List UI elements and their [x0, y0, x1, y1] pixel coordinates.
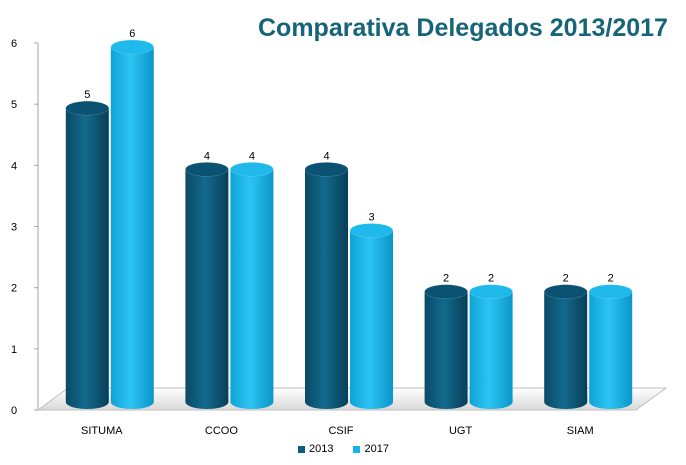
y-tick-label: 6: [11, 38, 17, 50]
bar-top: [230, 162, 274, 177]
bar-2017-siam: [588, 284, 633, 409]
bar-body: [230, 169, 274, 409]
legend-label-2017: 2017: [364, 443, 389, 455]
legend-swatch-2013: [298, 445, 305, 453]
labels-layer: 5 6 SITUMA 4 4 CCOO 4 3 CSIF 2 2 UGT 2 2 SIAM: [81, 28, 614, 437]
data-label-2013-ccoo: 4: [204, 150, 210, 162]
bar-top: [185, 162, 229, 177]
bar-2013-ccoo: [185, 162, 229, 409]
y-tick-label: 5: [11, 99, 17, 111]
category-label-csif: CSIF: [328, 425, 353, 437]
bar-body: [65, 108, 109, 410]
bars-layer: [65, 39, 633, 410]
bar-2013-ugt: [424, 284, 468, 409]
data-label-2017-ccoo: 4: [249, 150, 255, 162]
bar-top: [110, 39, 155, 55]
data-label-2017-csif: 3: [368, 212, 374, 224]
bar-top: [588, 284, 633, 299]
bar-top: [349, 223, 394, 238]
bar-2017-situma: [110, 39, 155, 409]
category-label-situma: SITUMA: [81, 425, 123, 437]
bar-top: [424, 284, 468, 299]
legend-label-2013: 2013: [309, 443, 334, 455]
bar-2013-siam: [543, 284, 588, 409]
bar-2013-csif: [304, 162, 349, 409]
bar-body: [305, 169, 348, 409]
legend-swatch-2017: [353, 445, 361, 453]
category-label-ugt: UGT: [449, 425, 473, 437]
legend: 2013 2017: [298, 443, 389, 455]
legend-item-2017: 2017: [353, 443, 389, 455]
y-tick-label: 4: [11, 160, 17, 172]
bar-body: [350, 230, 393, 409]
data-label-2017-situma: 6: [129, 28, 135, 40]
bar-top: [543, 284, 588, 299]
y-tick-label: 3: [11, 222, 17, 234]
bar-top: [304, 162, 349, 177]
bar-2017-csif: [349, 223, 394, 409]
bar-top: [65, 100, 110, 116]
bar-body: [544, 291, 588, 409]
data-label-2017-ugt: 2: [488, 273, 494, 285]
bar-body: [424, 291, 468, 409]
bar-body: [185, 169, 229, 409]
data-label-2017-siam: 2: [608, 273, 614, 285]
data-label-2013-situma: 5: [84, 89, 90, 101]
bar-body: [589, 291, 633, 409]
category-label-ccoo: CCOO: [205, 425, 238, 437]
y-tick-label: 1: [11, 344, 17, 356]
bar-2017-ugt: [469, 284, 513, 409]
bar-2013-situma: [65, 100, 110, 410]
bar-2017-ccoo: [230, 162, 274, 409]
bar-body: [110, 47, 154, 409]
chart-title: Comparativa Delegados 2013/2017: [258, 14, 668, 42]
legend-item-2013: 2013: [298, 443, 333, 455]
bar-top: [469, 284, 513, 299]
y-tick-label: 2: [11, 283, 17, 295]
category-label-siam: SIAM: [567, 425, 594, 437]
data-label-2013-ugt: 2: [443, 273, 449, 285]
bar-body: [469, 291, 513, 409]
data-label-2013-siam: 2: [563, 273, 569, 285]
data-label-2013-csif: 4: [323, 150, 329, 162]
y-tick-label: 0: [11, 405, 17, 417]
